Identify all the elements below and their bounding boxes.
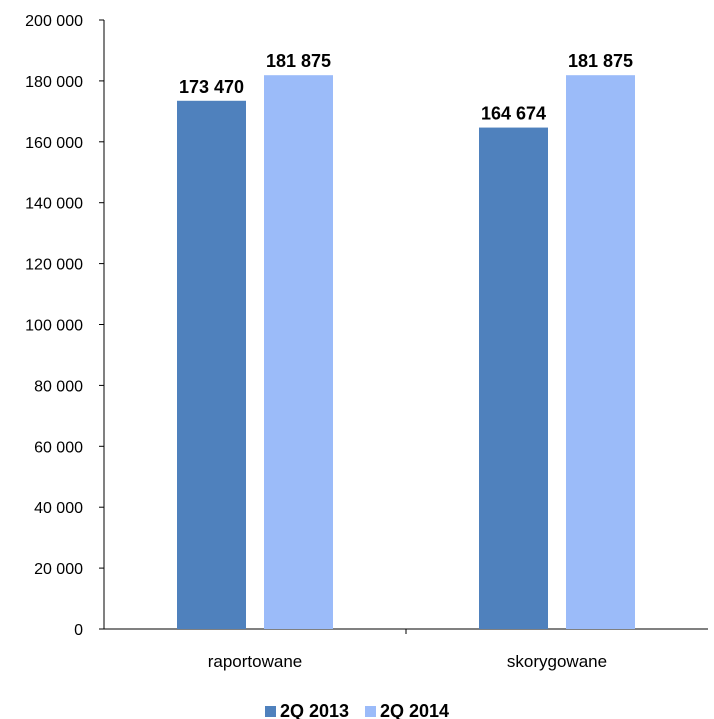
y-tick-label: 140 000 xyxy=(25,196,83,213)
y-tick-label: 200 000 xyxy=(25,13,83,30)
legend-label-2013: 2Q 2013 xyxy=(279,700,349,719)
bars xyxy=(177,75,635,630)
y-tick-label: 80 000 xyxy=(34,378,83,395)
axes: 0 20 000 40 000 60 000 80 000 100 000 120 000 1… xyxy=(25,13,708,639)
legend-swatch-2014 xyxy=(365,705,376,717)
legend-label-2014: 2Q 2014 xyxy=(380,700,450,719)
x-category-label: raportowane xyxy=(208,652,303,671)
legend-item-2013: 2Q 2013 xyxy=(264,700,349,719)
legend: 2Q 2013 2Q 2014 xyxy=(0,700,714,719)
y-tick-label: 120 000 xyxy=(25,257,83,274)
data-label: 181 875 xyxy=(568,51,633,71)
bar xyxy=(177,100,246,629)
labels: raportowane 173 470 181 875 skorygowane 164 … xyxy=(179,51,633,671)
y-tick-label: 60 000 xyxy=(34,439,83,456)
data-label: 173 470 xyxy=(179,77,244,97)
legend-swatch-2013 xyxy=(264,705,276,717)
y-tick-label: 180 000 xyxy=(25,74,83,91)
data-label: 164 674 xyxy=(481,104,546,124)
y-tick-label: 0 xyxy=(74,622,83,639)
data-label: 181 875 xyxy=(266,51,331,71)
y-tick-label: 20 000 xyxy=(34,561,83,578)
y-tick-label: 100 000 xyxy=(25,318,83,335)
legend-item-2014: 2Q 2014 xyxy=(365,701,449,719)
x-category-label: skorygowane xyxy=(507,652,607,671)
bar xyxy=(479,127,548,629)
bar-chart: 0 20 000 40 000 60 000 80 000 100 000 120 000 1… xyxy=(25,13,708,671)
bar xyxy=(566,75,635,630)
y-tick-label: 160 000 xyxy=(25,135,83,152)
y-tick-label: 40 000 xyxy=(34,500,83,517)
bar xyxy=(264,75,333,630)
